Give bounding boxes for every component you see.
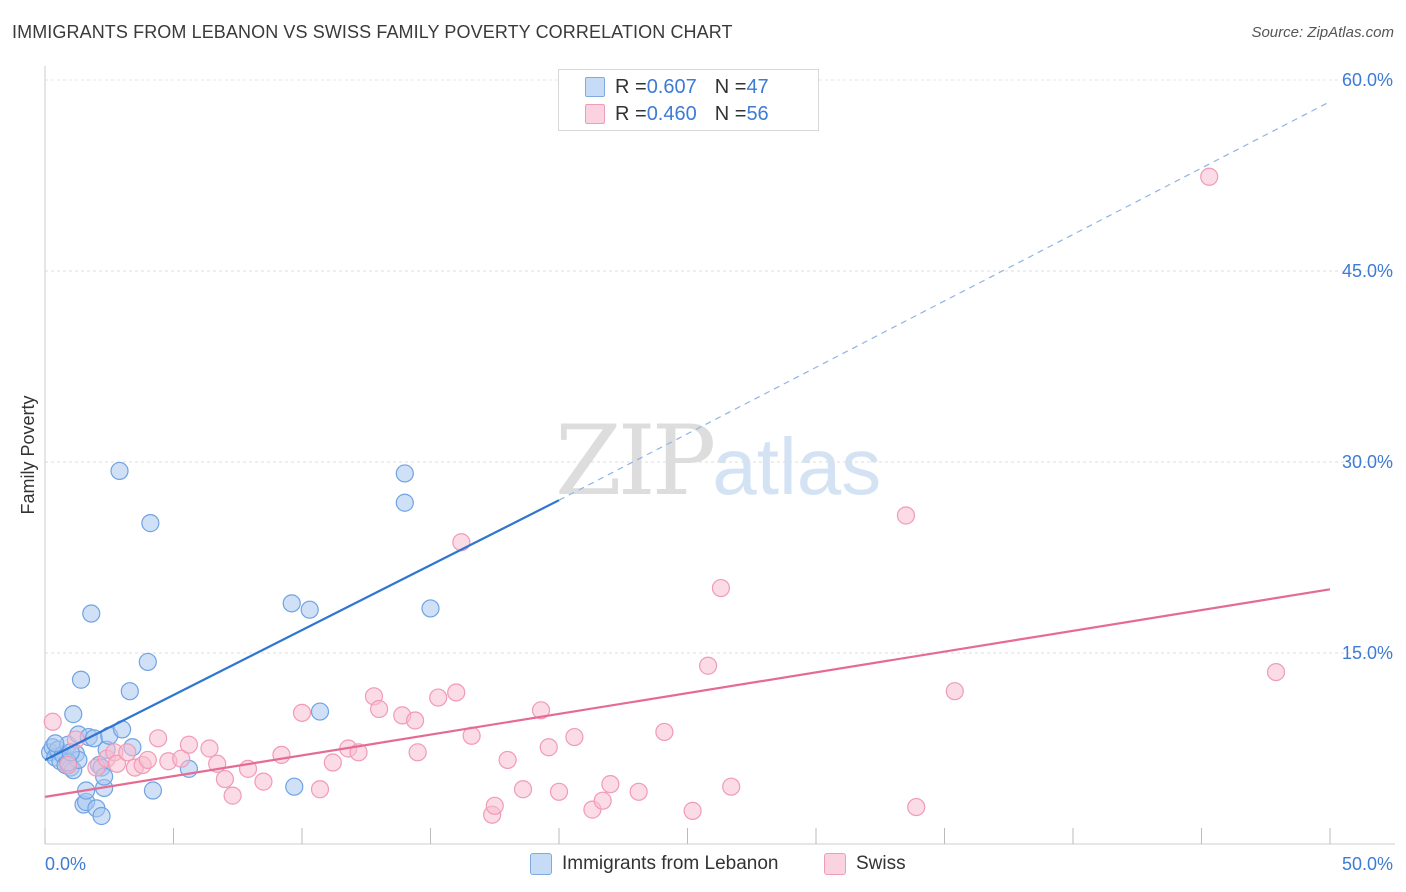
point-swiss [945,682,964,701]
point-swiss [683,801,702,820]
point-swiss [907,797,926,817]
point-swiss [722,777,741,796]
point-swiss [1200,167,1219,186]
bottom-legend-lebanon: Immigrants from Lebanon [530,851,779,877]
legend-n-value: 47 [746,75,769,98]
point-lebanon [64,705,83,724]
legend-n-label: N = [714,75,747,98]
point-swiss [601,775,620,794]
point-swiss [711,578,731,598]
point-swiss [408,743,427,762]
legend-n-label: N = [714,102,747,125]
point-lebanon [46,734,65,753]
y-tick-label: 15.0% [1342,643,1393,663]
watermark-zip: ZIP [555,405,716,517]
point-lebanon [141,514,160,533]
legend-r-label: R = [615,102,647,125]
bottom-legend-swiss: Swiss [824,851,906,877]
point-lebanon [310,702,330,721]
point-swiss [200,739,219,758]
point-swiss [179,735,199,754]
point-swiss [138,750,157,770]
legend-swatch-swiss [585,104,605,124]
correlation-legend: R = 0.607 N = 47 R = 0.460 N = 56 [558,69,819,131]
point-swiss [323,753,342,772]
y-tick-label: 30.0% [1342,452,1393,472]
point-swiss [118,743,137,762]
bottom-legend-label-swiss: Swiss [856,853,906,874]
point-swiss [698,656,718,675]
point-swiss [655,722,674,742]
watermark: ZIPatlas [555,405,881,517]
point-swiss [896,506,916,525]
point-swiss [43,712,62,731]
point-lebanon [143,781,163,800]
bottom-legend-swatch-lebanon [530,853,552,875]
source-credit: Source: ZipAtlas.com [1251,24,1394,41]
point-swiss [292,703,312,722]
point-swiss [223,786,242,805]
point-lebanon [285,777,304,796]
point-swiss [148,729,168,748]
y-tick-label: 45.0% [1342,261,1393,281]
y-axis-label: Family Poverty [18,395,38,514]
point-swiss [370,699,389,719]
legend-row-lebanon: R = 0.607 N = 47 [585,75,769,99]
point-swiss [565,727,584,747]
trend-line-lebanon-extension [558,101,1331,501]
y-tick-label: 60.0% [1342,70,1393,90]
legend-r-value: 0.460 [646,102,697,125]
legend-swatch-lebanon [585,77,605,97]
point-lebanon [82,604,101,623]
bottom-legend-label-lebanon: Immigrants from Lebanon [562,853,779,874]
point-lebanon [71,670,91,689]
point-swiss [172,749,191,768]
watermark-atlas: atlas [712,422,882,511]
point-lebanon [92,806,111,826]
point-swiss [452,533,471,552]
point-lebanon [300,600,319,619]
point-swiss [272,745,291,764]
point-swiss [254,772,273,791]
point-swiss [405,711,425,730]
point-lebanon [282,594,301,613]
point-swiss [1266,662,1286,682]
legend-r-label: R = [615,75,647,98]
legend-n-value: 56 [746,102,769,125]
point-lebanon [395,464,414,483]
point-lebanon [138,652,157,672]
point-lebanon [120,682,139,701]
trend-line-lebanon [44,499,560,761]
point-swiss [310,780,330,799]
legend-row-swiss: R = 0.460 N = 56 [585,102,769,126]
point-swiss [539,738,558,757]
x-tick-label-max: 50.0% [1342,854,1393,874]
chart-title: IMMIGRANTS FROM LEBANON VS SWISS FAMILY … [12,22,733,42]
point-swiss [593,791,612,810]
point-lebanon [395,493,414,512]
point-lebanon [110,461,129,481]
point-swiss [107,754,127,773]
trend-line-swiss [44,588,1331,798]
point-swiss [349,743,368,762]
point-swiss [629,782,648,801]
point-lebanon [421,599,440,618]
bottom-legend-swatch-swiss [824,853,846,875]
point-swiss [59,755,78,775]
point-swiss [215,769,234,789]
point-swiss [429,688,448,707]
point-swiss [531,701,551,720]
legend-r-value: 0.607 [646,75,697,98]
point-swiss [447,683,466,702]
point-swiss [498,750,517,770]
point-swiss [549,782,569,801]
point-swiss [513,780,533,799]
point-swiss [485,796,504,815]
x-tick-label-min: 0.0% [45,854,86,874]
